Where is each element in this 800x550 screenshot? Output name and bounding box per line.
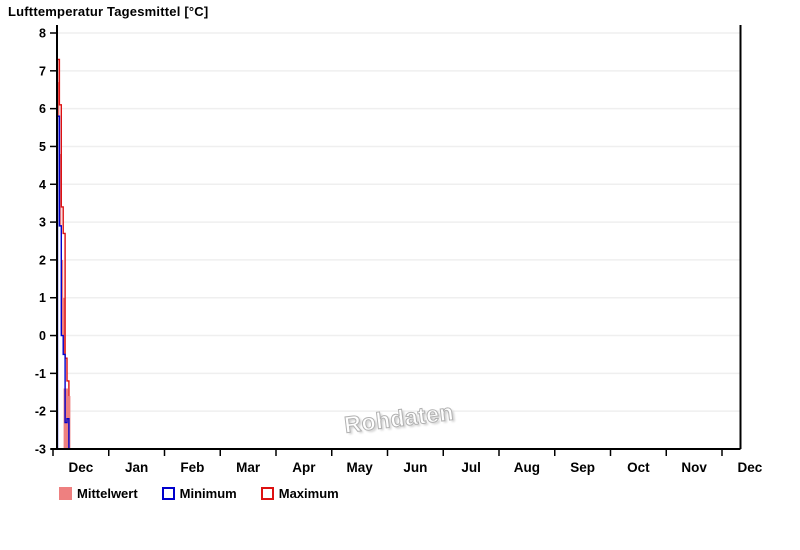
y-tick-label: -3 xyxy=(35,443,46,457)
minimum-swatch-icon xyxy=(161,487,175,500)
x-month-label: Jan xyxy=(125,460,148,475)
mittelwert-swatch-icon xyxy=(59,487,72,500)
x-month-label: Dec xyxy=(737,460,762,475)
y-tick-label: 0 xyxy=(39,329,46,343)
x-month-label: Sep xyxy=(570,460,595,475)
mittelwert-bar-negative xyxy=(65,396,71,449)
legend-item-mittelwert: Mittelwert xyxy=(59,486,138,501)
legend-label: Mittelwert xyxy=(77,486,138,501)
x-month-label: Mar xyxy=(236,460,261,475)
chart-title: Lufttemperatur Tagesmittel [°C] xyxy=(8,4,209,19)
x-month-label: Dec xyxy=(68,460,93,475)
x-month-label: Feb xyxy=(180,460,204,475)
x-month-label: May xyxy=(346,460,373,475)
legend-item-maximum: Maximum xyxy=(260,486,339,501)
y-tick-label: 4 xyxy=(39,178,46,192)
legend-label: Maximum xyxy=(278,486,339,501)
minimum-bar-body xyxy=(57,116,69,449)
y-tick-label: -1 xyxy=(35,367,46,381)
x-month-label: Jul xyxy=(461,460,481,475)
legend-label: Minimum xyxy=(179,486,237,501)
x-month-label: Oct xyxy=(627,460,650,475)
x-month-label: Jun xyxy=(403,460,427,475)
y-tick-label: -2 xyxy=(35,405,46,419)
x-month-label: Nov xyxy=(681,460,707,475)
y-tick-label: 7 xyxy=(39,64,46,78)
y-tick-label: 3 xyxy=(39,216,46,230)
y-tick-label: 6 xyxy=(39,102,46,116)
legend: Mittelwert Minimum Maximum xyxy=(59,486,339,501)
maximum-step-line xyxy=(56,58,70,449)
x-month-label: Apr xyxy=(292,460,316,475)
maximum-swatch-icon xyxy=(260,487,274,500)
minimum-step-line xyxy=(56,115,70,449)
legend-item-minimum: Minimum xyxy=(161,486,237,501)
x-month-label: Aug xyxy=(514,460,540,475)
y-tick-label: 8 xyxy=(39,27,46,41)
y-tick-label: 5 xyxy=(39,140,46,154)
y-tick-label: 2 xyxy=(39,253,46,267)
y-tick-label: 1 xyxy=(39,291,46,305)
